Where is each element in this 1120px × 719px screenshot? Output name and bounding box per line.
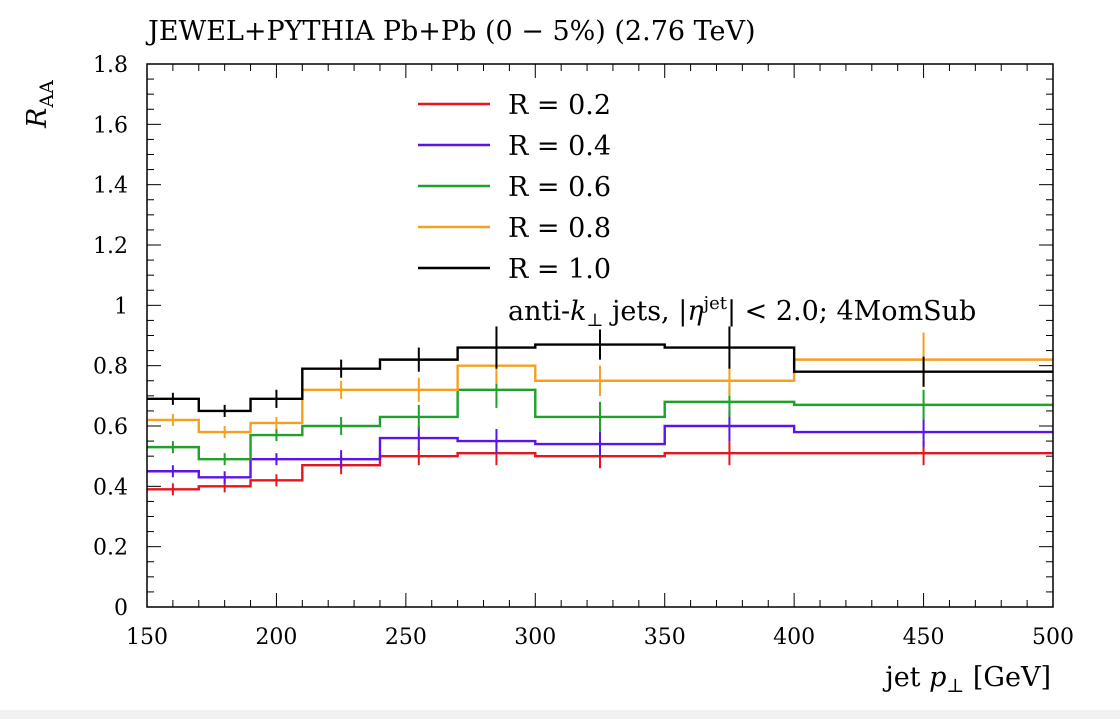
legend-label: R = 0.6 — [508, 172, 611, 203]
x-tick-label: 300 — [514, 625, 556, 650]
chart-title: JEWEL+PYTHIA Pb+Pb (0 − 5%) (2.76 TeV) — [145, 16, 756, 47]
x-axis-label: jet p⊥ [GeV] — [882, 662, 1051, 697]
y-axis-label-text: RAA — [22, 80, 58, 129]
y-tick-label: 1.6 — [93, 113, 128, 138]
y-tick-label: 0.4 — [93, 475, 128, 500]
y-tick-label: 0.2 — [93, 536, 128, 561]
series-line — [147, 424, 1053, 479]
legend-label: R = 1.0 — [508, 254, 611, 285]
y-tick-label: 1.4 — [93, 174, 128, 199]
legend: R = 0.2 R = 0.4 R = 0.6 R = 0.8 R = 1.0 anti-… — [418, 90, 976, 331]
y-tick-label: 1.8 — [93, 53, 128, 78]
series — [147, 326, 1053, 417]
series — [147, 410, 1053, 484]
x-tick-label: 250 — [385, 625, 427, 650]
y-tick-label: 1.2 — [93, 234, 128, 259]
x-tick-label: 350 — [644, 625, 686, 650]
y-tick-label: 1 — [114, 294, 128, 319]
y-tick-labels: 0 0.2 0.4 0.6 0.8 1 1.2 1.4 1.6 1.8 — [93, 53, 128, 621]
legend-label: R = 0.4 — [508, 131, 611, 162]
x-tick-label: 450 — [903, 625, 945, 650]
y-tick-label: 0.6 — [93, 415, 128, 440]
x-tick-label: 200 — [255, 625, 297, 650]
y-tick-label: 0.8 — [93, 355, 128, 380]
x-tick-label: 500 — [1032, 625, 1074, 650]
legend-label: R = 0.2 — [508, 90, 611, 121]
legend-note: anti-k⊥ jets, |ηjet| < 2.0; 4MomSub — [508, 293, 976, 331]
x-tick-label: 400 — [773, 625, 815, 650]
x-tick-label: 150 — [126, 625, 168, 650]
y-tick-label: 0 — [114, 596, 128, 621]
legend-label: R = 0.8 — [508, 213, 611, 244]
series-group — [147, 326, 1053, 496]
axis-ticks — [146, 63, 1054, 608]
plot-frame — [146, 63, 1054, 608]
x-axis-label-text: jet p⊥ [GeV] — [882, 662, 1051, 697]
y-axis-label: RAA — [22, 80, 58, 129]
x-tick-labels: 150 200 250 300 350 400 450 500 — [126, 625, 1074, 650]
window-bottom-edge — [0, 710, 1120, 719]
